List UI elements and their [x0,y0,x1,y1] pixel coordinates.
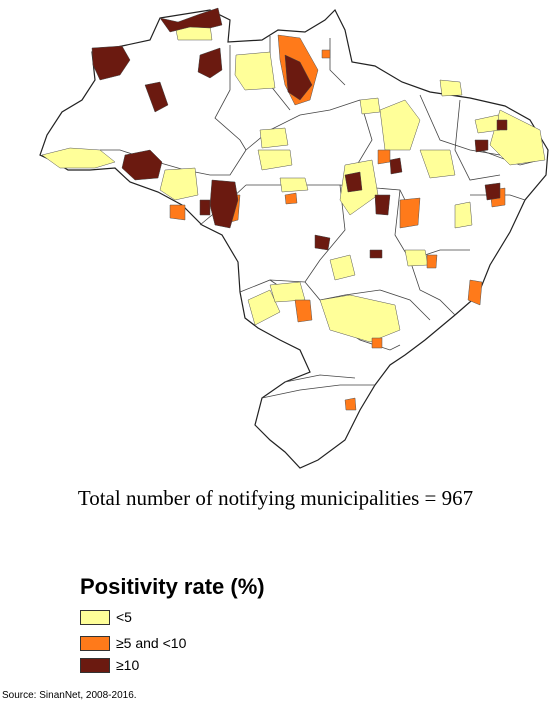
legend-item-high: ≥10 [80,656,139,674]
legend-label-mid: ≥5 and <10 [116,635,187,651]
legend-item-mid: ≥5 and <10 [80,634,186,652]
legend-swatch-low [80,609,110,625]
total-notifying-municipalities: Total number of notifying municipalities… [77,486,474,510]
legend-swatch-high [80,657,110,673]
brazil-map [39,7,549,469]
legend-item-low: <5 [80,608,132,626]
legend-label-high: ≥10 [116,657,140,673]
legend-swatch-mid [80,635,110,651]
country-outline [39,8,549,469]
legend-title: Positivity rate (%) [80,574,265,599]
source-note: Source: SinanNet, 2008-2016. [2,690,137,701]
positivity-high-areas [91,7,508,259]
legend-label-low: <5 [116,609,132,625]
